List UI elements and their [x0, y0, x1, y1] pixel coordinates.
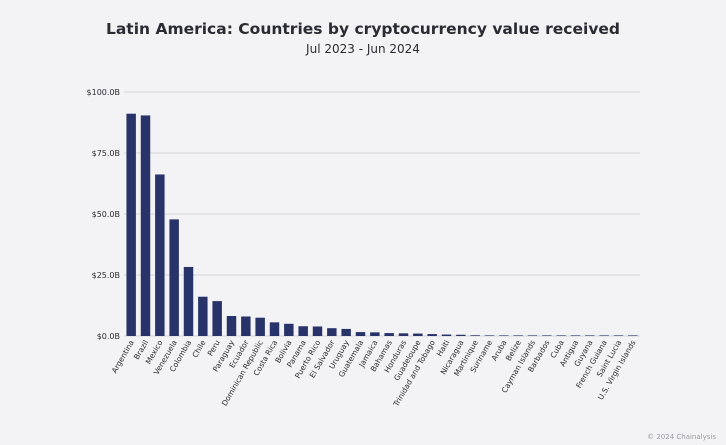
bar-antigua	[570, 335, 581, 336]
bar-brazil	[140, 115, 151, 336]
bar-guatemala	[355, 332, 366, 336]
bar-costa-rica	[269, 322, 280, 336]
y-tick-label: $25.0B	[92, 271, 120, 280]
bar-peru	[212, 301, 222, 336]
bar-martinique	[470, 335, 480, 336]
bar-bolivia	[284, 323, 294, 336]
bar-u-s-virgin-islands	[628, 335, 638, 336]
bar-venezuela	[169, 219, 179, 336]
bar-puerto-rico	[312, 326, 323, 336]
bar-mexico	[155, 174, 165, 336]
bar-jamaica	[370, 332, 380, 336]
y-tick-label: $0.0B	[97, 332, 120, 341]
bar-nicaragua	[456, 334, 466, 336]
bar-aruba	[499, 335, 509, 336]
bar-barbados	[542, 335, 552, 336]
bar-guadeloupe	[413, 333, 423, 336]
x-tick-label: Chile	[190, 338, 207, 359]
bar-paraguay	[226, 315, 237, 336]
y-tick-label: $75.0B	[92, 149, 120, 158]
chart-title: Latin America: Countries by cryptocurren…	[105, 20, 621, 38]
bar-french-guiana	[599, 335, 609, 336]
bar-trinidad-and-tobago	[427, 334, 437, 336]
bar-cuba	[556, 335, 566, 336]
bar-chile	[198, 296, 208, 336]
bar-colombia	[183, 266, 194, 336]
bar-honduras	[398, 333, 409, 336]
bar-saint-lucia	[613, 335, 624, 336]
chart-subtitle: Jul 2023 - Jun 2024	[306, 42, 420, 56]
bar-belize	[513, 335, 523, 336]
bar-uruguay	[341, 328, 351, 336]
bar-suriname	[484, 335, 495, 336]
bar-cayman-islands	[527, 335, 538, 336]
bar-el-salvador	[327, 328, 337, 336]
bar-haiti	[441, 334, 452, 336]
bar-guyana	[585, 335, 595, 336]
bar-panama	[298, 326, 308, 336]
y-tick-label: $50.0B	[92, 210, 120, 219]
credit-text: © 2024 Chainalysis	[647, 433, 716, 441]
bar-bahamas	[384, 333, 394, 336]
y-tick-label: $100.0B	[87, 88, 120, 97]
bar-argentina	[126, 113, 136, 336]
bar-dominican-republic	[255, 317, 265, 336]
bar-ecuador	[241, 316, 251, 336]
